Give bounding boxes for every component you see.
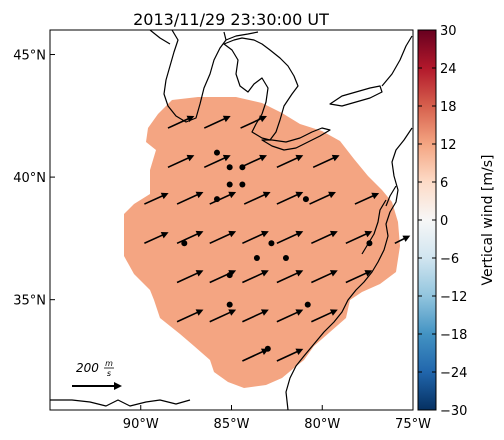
upper-peninsula-shore: [225, 31, 259, 41]
wind-vector: [276, 270, 304, 284]
wind-vector: [240, 115, 267, 129]
lat-tick-label: 45°N: [13, 49, 46, 64]
wind-vector: [144, 232, 169, 245]
colorbar-tick-label: −30: [440, 404, 467, 419]
map-title: 2013/11/29 23:30:00 UT: [133, 10, 329, 29]
wind-vector: [345, 270, 373, 284]
wind-vector: [243, 191, 271, 205]
wind-vector: [394, 235, 411, 245]
wind-vector: [276, 309, 304, 323]
colorbar-tick-label: 18: [440, 100, 457, 115]
wind-vector: [167, 154, 195, 169]
wind-vector: [311, 270, 338, 284]
gulf-coastline: [50, 399, 191, 407]
radar-site-dot: [226, 301, 233, 308]
colorbar-tick-label: 0: [440, 214, 448, 229]
colorbar-tick-label: −24: [440, 366, 467, 381]
st-lawrence-shore: [381, 35, 413, 87]
radar-site-dot: [239, 164, 246, 171]
wind-vector: [242, 270, 269, 284]
colorbar-label: Vertical wind [m/s]: [480, 155, 496, 286]
wind-vector: [203, 154, 231, 169]
wind-vector: [167, 115, 195, 129]
radar-site-dot: [226, 164, 233, 171]
reference-vector-head: [114, 382, 122, 390]
lon-tick-label: 90°W: [123, 417, 159, 432]
lon-tick-label: 85°W: [214, 417, 250, 432]
wind-vector: [276, 348, 304, 362]
wind-vector: [242, 309, 269, 323]
radar-site-dot: [226, 181, 233, 188]
colorbar: 30 24 18 12 6 0 −6 −12 −18 −24 −30 Vertical wind […: [417, 24, 496, 419]
wind-vector: [354, 192, 380, 205]
lake-superior-shore: [149, 30, 171, 45]
radar-site-dot: [264, 345, 271, 352]
radar-site-dot: [302, 196, 309, 203]
coastlines: [50, 30, 413, 410]
lake-erie-shore: [261, 127, 331, 151]
colorbar-tick-label: 30: [440, 24, 457, 39]
colorbar-tick-label: −6: [440, 252, 459, 267]
wind-vector: [209, 309, 237, 323]
longitude-axis: 90°W 85°W 80°W 75°W: [123, 405, 431, 432]
wind-vector: [345, 230, 373, 245]
lat-tick-label: 40°N: [13, 171, 46, 186]
wind-vector: [176, 309, 204, 323]
delaware-shore: [385, 185, 397, 207]
reference-vector-unit-denominator: s: [107, 369, 111, 378]
radar-site-dot: [213, 196, 220, 203]
lat-tick-label: 35°N: [13, 294, 46, 309]
wind-vector: [176, 230, 204, 245]
radar-sites: [181, 149, 373, 352]
wind-vector: [176, 270, 204, 284]
radar-site-dot: [268, 240, 275, 247]
colorbar-ticks: 30 24 18 12 6 0 −6 −12 −18 −24 −30: [418, 24, 467, 419]
wind-vector: [242, 230, 269, 245]
wind-vector: [311, 230, 338, 245]
colorbar-tick-label: 6: [440, 176, 448, 191]
wind-vector: [203, 115, 231, 129]
wind-vector: [276, 230, 304, 245]
colorbar-tick-label: 24: [440, 62, 457, 77]
reference-vector: 200 m s: [72, 359, 122, 390]
wind-vector: [276, 154, 304, 169]
wind-vector: [312, 154, 340, 169]
radar-site-dot: [304, 301, 311, 308]
lake-michigan-shore: [163, 30, 227, 123]
wind-vector: [309, 191, 336, 205]
wind-vector: [176, 191, 204, 205]
lake-ontario-shore: [329, 85, 383, 107]
wind-vector: [276, 191, 304, 205]
colorbar-tick-label: −12: [440, 290, 467, 305]
radar-site-dot: [226, 272, 233, 279]
wind-vectors: [144, 115, 411, 362]
lon-tick-label: 75°W: [395, 417, 431, 432]
lon-tick-label: 80°W: [304, 417, 340, 432]
radar-site-dot: [282, 255, 289, 261]
colorbar-tick-label: −18: [440, 328, 467, 343]
wind-vector: [311, 309, 338, 323]
wind-vector: [209, 191, 237, 205]
radar-site-dot: [366, 240, 373, 247]
reference-vector-unit-numerator: m: [105, 359, 113, 368]
latitude-axis: 45°N 40°N 35°N: [13, 49, 55, 309]
radar-site-dot: [181, 240, 188, 247]
radar-site-dot: [253, 255, 260, 261]
colorbar-tick-label: 12: [440, 138, 457, 153]
radar-site-dot: [239, 181, 246, 188]
reference-vector-number: 200: [76, 361, 99, 375]
wind-vector: [144, 192, 169, 205]
wind-vector: [209, 230, 237, 245]
chesapeake-shore: [361, 199, 387, 255]
radar-site-dot: [213, 149, 220, 156]
map-panel: 90°W 85°W 80°W 75°W 45°N 40°N 35°N 200 m s: [13, 29, 431, 432]
atlantic-coastline: [285, 127, 413, 410]
